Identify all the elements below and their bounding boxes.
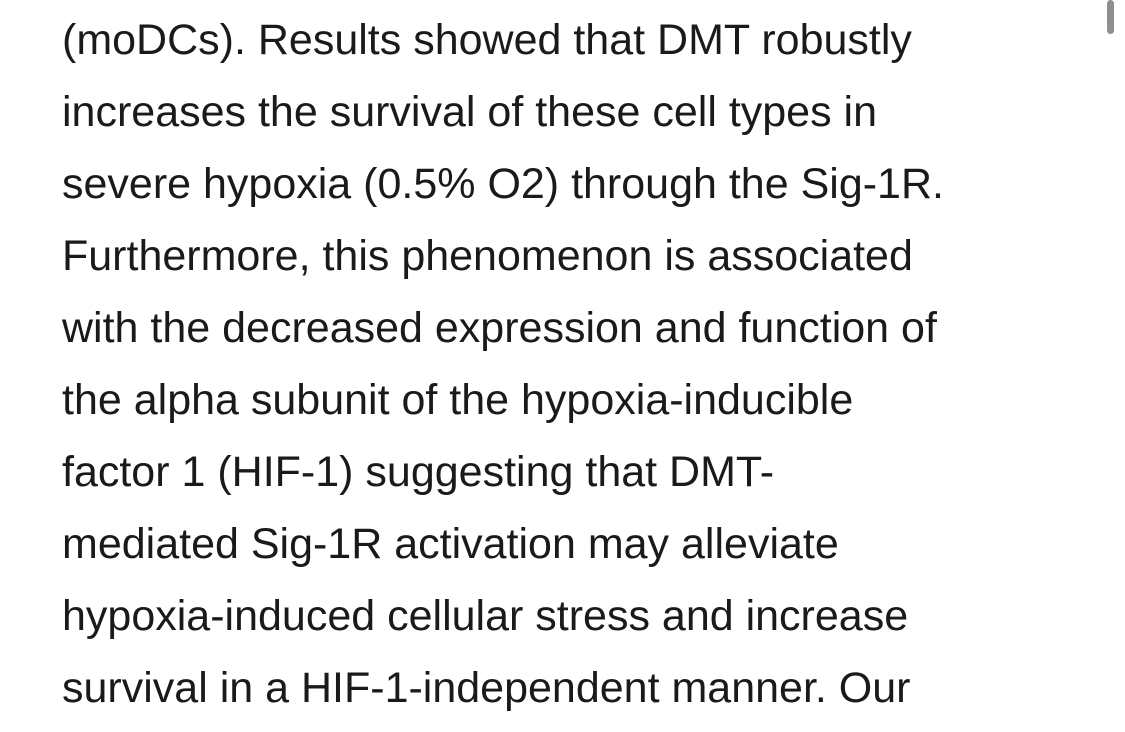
text-line: survival in a HIF-1-independent manner. … (62, 664, 911, 712)
text-line: with the decreased expression and functi… (62, 304, 937, 352)
text-line: increases the survival of these cell typ… (62, 88, 878, 136)
text-line: the alpha subunit of the hypoxia-inducib… (62, 376, 854, 424)
text-line: hypoxia-induced cellular stress and incr… (62, 592, 909, 640)
text-line: mediated Sig-1R activation may alleviate (62, 520, 839, 568)
text-line: severe hypoxia (0.5% O2) through the Sig… (62, 160, 944, 208)
text-line: Furthermore, this phenomenon is associat… (62, 232, 913, 280)
article-paragraph: (moDCs). Results showed that DMT robustl… (62, 4, 1102, 724)
scroll-indicator[interactable] (1107, 0, 1114, 34)
text-line: factor 1 (HIF-1) suggesting that DMT- (62, 448, 775, 496)
text-line: (moDCs). Results showed that DMT robustl… (62, 16, 912, 64)
